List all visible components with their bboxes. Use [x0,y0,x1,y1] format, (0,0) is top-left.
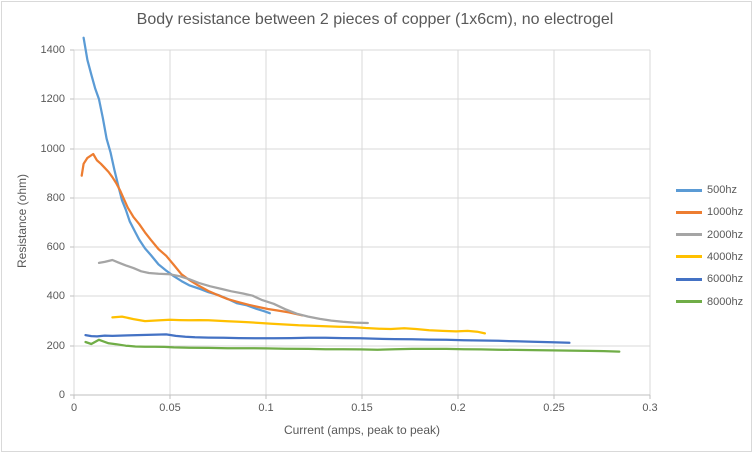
legend-label: 500hz [707,184,737,196]
x-tick-label: 0 [70,402,78,414]
legend-label: 8000hz [707,295,744,308]
legend-marker-icon [676,300,702,303]
legend-item-6000hz: 6000hz [676,272,743,286]
series-line-8000hz [84,338,621,353]
series-line-2000hz [97,258,369,325]
legend-marker-icon [676,210,702,214]
legend-item-8000hz: 8000hz [676,295,743,309]
legend-marker-icon [676,188,702,192]
y-tick-label: 600 [46,241,65,254]
x-tick-label: 0.05 [159,402,181,414]
x-tick-label: 0.2 [450,402,466,414]
series-line-1000hz [80,152,304,317]
y-tick-label: 0 [58,389,65,401]
legend-marker-icon [676,277,702,281]
legend-marker-icon [676,255,702,259]
y-tick-label: 1400 [40,44,65,56]
x-tick-label: 0.25 [543,402,565,414]
legend-label: 2000hz [707,228,744,241]
legend-label: 4000hz [707,250,744,263]
legend-label: 6000hz [707,273,744,286]
x-tick-label: 0.3 [642,402,658,414]
y-tick-label: 1000 [40,142,65,155]
series-line-4000hz [111,315,487,335]
legend-marker-icon [676,233,702,237]
legend-item-1000hz: 1000hz [676,205,743,219]
x-axis-title: Current (amps, peak to peak) [283,423,441,437]
legend-item-4000hz: 4000hz [676,250,743,264]
y-tick-label: 400 [46,290,65,303]
y-tick-label: 1200 [40,93,65,106]
chart-title: Body resistance between 2 pieces of copp… [136,11,614,28]
x-tick-label: 0.15 [351,402,373,414]
series-line-6000hz [84,333,571,344]
y-tick-label: 200 [46,339,65,352]
legend-item-500hz: 500hz [676,183,737,197]
legend-label: 1000hz [707,206,744,219]
x-tick-label: 0.1 [258,402,274,414]
y-tick-label: 800 [46,191,65,204]
legend-item-2000hz: 2000hz [676,228,743,242]
